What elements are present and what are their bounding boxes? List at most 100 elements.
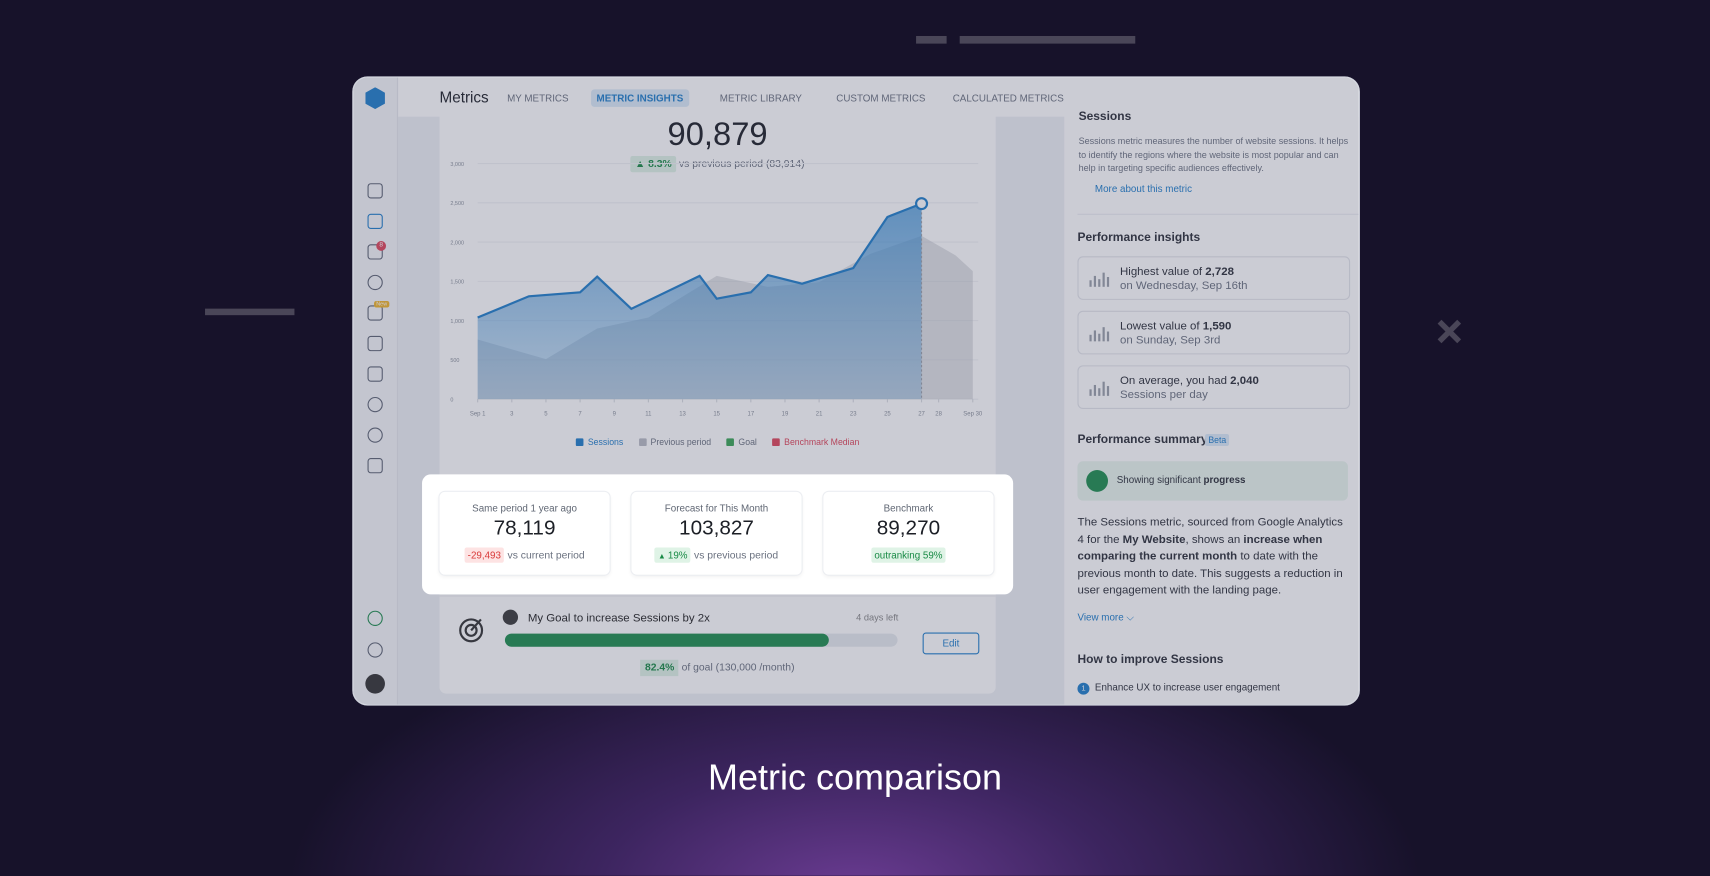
summary-part: increase when comparing the current mont…: [1077, 532, 1323, 563]
x-tick-label: 28: [935, 412, 942, 418]
tab[interactable]: METRIC LIBRARY: [719, 92, 802, 104]
nav-icon[interactable]: [367, 610, 383, 626]
status-box: Showing significant progress: [1077, 461, 1348, 501]
view-more[interactable]: View more ⌵: [1077, 611, 1134, 623]
nav-icon[interactable]: [367, 183, 383, 199]
insight-part: Highest value of: [1120, 265, 1206, 279]
icon-bar: [1106, 277, 1110, 287]
insight-row: Highest value of 2,728 on Wednesday, Sep …: [1077, 256, 1351, 300]
change-badge: ▲ 8.3%: [630, 155, 677, 173]
tab[interactable]: CALCULATED METRICS: [952, 92, 1064, 104]
metric-card: 90,879 ▲ 8.3% vs previous period (83,914…: [439, 110, 996, 694]
card-delta-text: -29,493: [467, 549, 501, 561]
comparison: vs previous period (83,914): [678, 158, 805, 171]
edit-button[interactable]: Edit: [922, 632, 980, 655]
tab[interactable]: CUSTOM METRICS: [836, 92, 926, 104]
card-label: Forecast for This Month: [664, 502, 769, 514]
insight-row: On average, you had 2,040 Sessions per da…: [1077, 365, 1351, 409]
summary-title: Performance summary: [1077, 432, 1208, 447]
more-link[interactable]: More about this metric: [1094, 183, 1193, 195]
nav-icon[interactable]: [367, 642, 383, 658]
legend-swatch: [726, 438, 735, 447]
x-tick-label: 3: [510, 412, 514, 418]
user-avatar[interactable]: [365, 673, 385, 694]
view-more-text[interactable]: View more: [1077, 611, 1124, 623]
insight-icon: [1089, 381, 1110, 396]
nav-icon[interactable]: [367, 366, 383, 382]
decor: [959, 35, 1136, 44]
insight-part: Lowest value of: [1120, 319, 1203, 333]
dim-overlay: [353, 77, 1359, 705]
insight-main: On average, you had 2,040: [1120, 374, 1259, 387]
nav-icon[interactable]: [367, 427, 383, 443]
comparison-card: Same period 1 year ago 78,119 -29,493 vs cu…: [439, 492, 609, 575]
card-value: 103,827: [679, 516, 754, 540]
series-area: [477, 203, 922, 400]
insight-icon: [1089, 272, 1110, 287]
legend-label: Benchmark Median: [784, 437, 860, 448]
description: Sessions metric measures the number of w…: [1078, 135, 1349, 174]
x-tick-label: 15: [713, 412, 720, 418]
x-tick-label: 7: [578, 412, 582, 418]
caption: Metric comparison: [707, 756, 1002, 798]
x-tick-label: 21: [816, 412, 823, 418]
card-value: 89,270: [876, 516, 941, 540]
icon-bar: [1098, 333, 1101, 342]
icon-bar: [1102, 381, 1105, 396]
card-delta: -29,493: [464, 547, 505, 563]
sidebar: 8 New: [353, 77, 399, 705]
logo[interactable]: [365, 87, 385, 110]
comparison-panel: Same period 1 year ago 78,119 -29,493 vs cu…: [422, 474, 1014, 595]
legend-swatch: [638, 438, 647, 447]
x-tick-label: Sep 30: [963, 412, 983, 418]
x-tick-label: 25: [884, 412, 891, 418]
insight-sub: on Wednesday, Sep 16th: [1120, 279, 1248, 293]
y-tick-label: 3,000: [450, 162, 464, 168]
card-value: 78,119: [493, 516, 556, 540]
goal-summary: 82.4% of goal (130,000 /month): [439, 659, 995, 677]
legend-swatch: [575, 438, 584, 447]
tab[interactable]: MY METRICS: [507, 92, 569, 104]
new-badge: New: [374, 300, 390, 308]
nav-icon[interactable]: [367, 244, 383, 260]
summary-part: to date with the previous month to date.…: [1077, 549, 1343, 597]
insight-sub: Sessions per day: [1120, 388, 1208, 402]
card-delta-text: outranking 59%: [874, 549, 943, 561]
progress-bar: [504, 633, 829, 647]
nav-icon[interactable]: [367, 213, 383, 230]
legend-item: Goal: [726, 437, 757, 448]
icon-bar: [1089, 389, 1092, 396]
y-tick-label: 1,500: [450, 280, 464, 286]
x-tick-label: 13: [679, 412, 686, 418]
side-heading: Sessions: [1078, 110, 1132, 124]
comparison-card: Forecast for This Month 103,827 ▲ 19% vs pre…: [631, 492, 801, 575]
status-icon: [1086, 470, 1109, 492]
legend-label: Goal: [738, 437, 757, 448]
y-tick-label: 2,000: [450, 240, 464, 246]
close-icon[interactable]: [1436, 318, 1462, 344]
goal-note: of goal (130,000 /month): [681, 661, 795, 674]
insights-title: Performance insights: [1077, 231, 1201, 245]
progress-track: [504, 633, 898, 647]
icon-bar: [1098, 279, 1101, 287]
summary-text: The Sessions metric, sourced from Google…: [1077, 515, 1350, 600]
legend-item: Previous period: [638, 437, 711, 447]
insight-main: Lowest value of 1,590: [1120, 320, 1231, 333]
icon-bar: [1089, 334, 1092, 342]
app-title: Metrics: [439, 88, 489, 106]
goal-title: My Goal to increase Sessions by 2x: [527, 611, 710, 625]
icon-bar: [1098, 388, 1101, 396]
icon-bar: [1106, 331, 1110, 342]
nav-icon[interactable]: [367, 458, 383, 474]
insight-part: 2,728: [1205, 265, 1234, 279]
nav-icon[interactable]: [367, 396, 383, 413]
nav-icon[interactable]: [367, 335, 383, 352]
x-tick-label: 11: [645, 412, 652, 418]
tab[interactable]: METRIC INSIGHTS: [591, 89, 689, 107]
nav-icon[interactable]: [367, 274, 383, 291]
insight-part: 2,040: [1230, 374, 1259, 388]
step-text: Enhance UX to increase user engagement: [1094, 681, 1280, 693]
insight-icon: [1089, 327, 1110, 342]
current-point: [915, 197, 929, 211]
card-delta: outranking 59%: [871, 547, 946, 563]
